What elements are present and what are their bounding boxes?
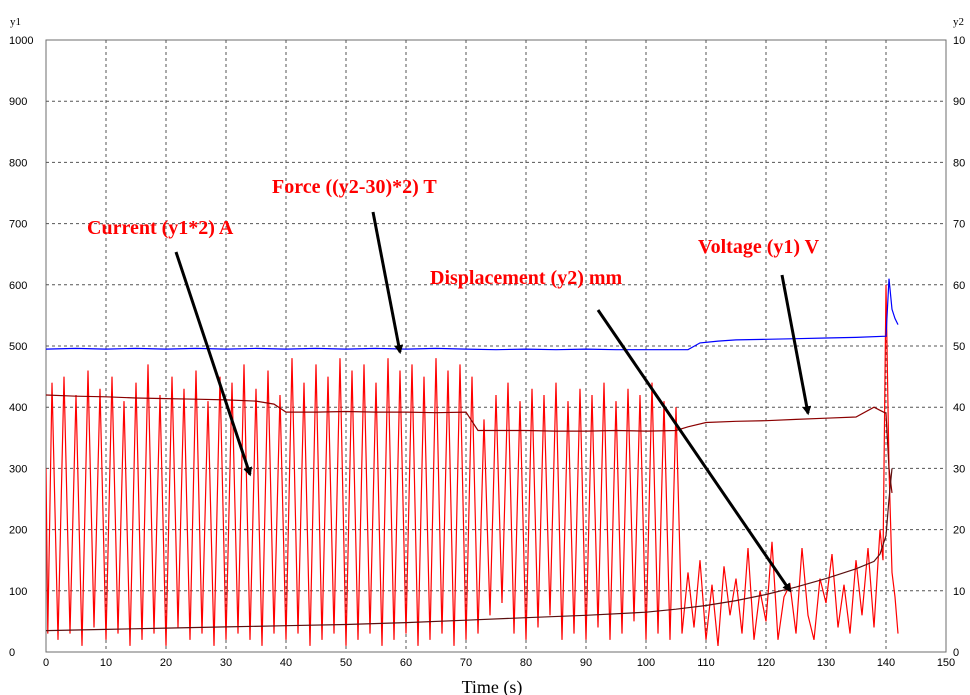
- x-tick-label: 150: [937, 657, 955, 669]
- y1-tick-label: 200: [9, 525, 27, 537]
- x-tick-label: 110: [697, 657, 715, 669]
- x-tick-label: 140: [877, 657, 895, 669]
- y2-tick-labels: 0 10 20 30 40 50 60 70 80 90 10: [953, 35, 965, 659]
- arrow-current: [174, 251, 253, 477]
- y2-tick-label: 50: [953, 341, 965, 353]
- y1-tick-label: 800: [9, 157, 27, 169]
- x-tick-label: 120: [757, 657, 775, 669]
- y1-tick-label: 1000: [9, 35, 33, 47]
- annotation-voltage: Voltage (y1) V: [698, 236, 820, 258]
- voltage-line: [46, 394, 893, 493]
- y1-tick-label: 0: [9, 647, 15, 659]
- current-line: [46, 284, 899, 646]
- x-tick-label: 130: [817, 657, 835, 669]
- y1-tick-label: 900: [9, 96, 27, 108]
- y2-tick-label: 80: [953, 157, 965, 169]
- x-tick-label: 60: [400, 657, 412, 669]
- series-lines: [46, 278, 899, 646]
- displacement-line: [46, 468, 893, 632]
- arrow-displacement: [596, 309, 792, 593]
- x-tick-label: 10: [100, 657, 112, 669]
- annotation-arrows: [174, 211, 812, 593]
- y1-tick-labels: 0 100 200 300 400 500 600 700 800 900 1000: [9, 35, 33, 659]
- x-tick-label: 100: [637, 657, 655, 669]
- x-tick-label: 90: [580, 657, 592, 669]
- y2-tick-label: 40: [953, 402, 965, 414]
- x-tick-label: 70: [460, 657, 472, 669]
- y2-axis-name: y2: [953, 16, 964, 28]
- x-tick-label: 20: [160, 657, 172, 669]
- x-tick-label: 40: [280, 657, 292, 669]
- y1-tick-label: 500: [9, 341, 27, 353]
- y1-axis-name: y1: [10, 16, 21, 28]
- force-line: [46, 278, 899, 351]
- y1-tick-label: 700: [9, 219, 27, 231]
- x-axis-label: Time (s): [462, 677, 523, 695]
- y2-tick-label: 20: [953, 525, 965, 537]
- y1-tick-label: 600: [9, 280, 27, 292]
- x-tick-labels: 0 10 20 30 40 50 60 70 80 90 100 110 120 130 140 150: [43, 657, 955, 669]
- y2-tick-label: 10: [953, 586, 965, 598]
- x-tick-label: 80: [520, 657, 532, 669]
- arrow-voltage: [780, 274, 812, 416]
- y2-tick-label: 30: [953, 463, 965, 475]
- x-tick-label: 0: [43, 657, 49, 669]
- y2-tick-label: 0: [953, 647, 959, 659]
- annotation-force: Force ((y2-30)*2) T: [272, 176, 437, 198]
- y2-tick-label: 60: [953, 280, 965, 292]
- y1-tick-label: 400: [9, 402, 27, 414]
- x-tick-label: 50: [340, 657, 352, 669]
- x-tick-label: 30: [220, 657, 232, 669]
- annotation-current: Current (y1*2) A: [87, 217, 234, 239]
- y2-tick-label: 10: [953, 35, 965, 47]
- arrow-force: [371, 211, 404, 355]
- y2-tick-label: 70: [953, 219, 965, 231]
- y2-tick-label: 90: [953, 96, 965, 108]
- y1-tick-label: 300: [9, 463, 27, 475]
- annotation-displacement: Displacement (y2) mm: [430, 267, 623, 289]
- y1-tick-label: 100: [9, 586, 27, 598]
